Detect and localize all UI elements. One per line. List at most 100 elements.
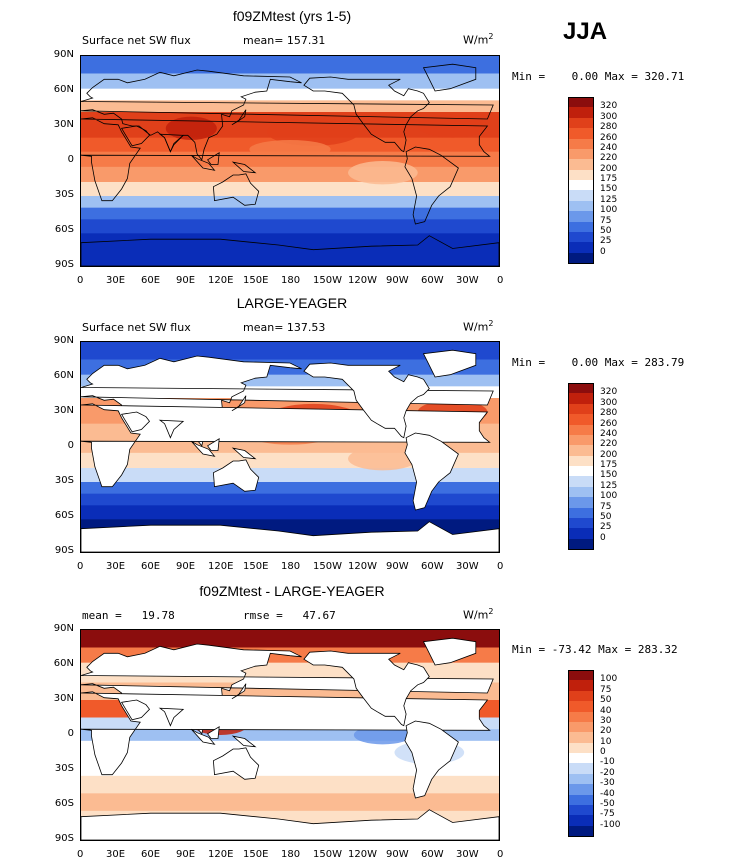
coastline — [231, 395, 247, 412]
colorbar-swatch — [568, 701, 594, 712]
colorbar-label: -75 — [600, 809, 615, 820]
colorbar-swatch — [568, 753, 594, 764]
lat-tick-label: 30N — [53, 405, 74, 416]
lat-tick-label: 90S — [54, 833, 74, 844]
lat-tick-label: 60S — [54, 224, 74, 235]
lon-tick-label: 180 — [281, 849, 301, 860]
panel3-lon-axis: 0 30E 60E 90E 120E 150E 180 150W 120W 90W 60W 30W 0 — [77, 849, 503, 863]
panel3-mean-label: mean = 19.78 — [82, 609, 175, 622]
coastline — [158, 707, 185, 727]
colorbar-label: 40 — [600, 705, 612, 716]
lon-tick-label: 120E — [208, 561, 234, 572]
colorbar-label: 50 — [600, 695, 612, 706]
lat-tick-label: 30S — [54, 763, 74, 774]
panel3-lat-axis: 90N 60N 30N 0 30S 60S 90S — [42, 623, 78, 844]
field-anomaly — [348, 447, 418, 471]
colorbar-swatch — [568, 455, 594, 467]
lon-tick-label: 0 — [497, 275, 504, 286]
colorbar-swatch — [568, 169, 594, 181]
colorbar-swatch — [568, 97, 594, 108]
field-band — [81, 100, 499, 113]
lat-tick-label: 90N — [53, 623, 74, 634]
coastline — [207, 726, 220, 739]
lon-tick-label: 30E — [106, 275, 126, 286]
colorbar-swatch — [568, 690, 594, 702]
lon-tick-label: 180 — [281, 561, 301, 572]
lon-tick-label: 90W — [386, 849, 409, 860]
coastline — [231, 161, 257, 174]
panel3-map — [80, 629, 500, 841]
field-band — [81, 630, 499, 648]
panel1-lon-axis: 0 30E 60E 90E 120E 150E 180 150W 120W 90W 60W 30W 0 — [77, 275, 504, 289]
colorbar-label: 20 — [600, 726, 612, 737]
colorbar-swatch — [568, 815, 594, 827]
coastline — [191, 154, 216, 171]
colorbar-swatch — [568, 794, 594, 806]
colorbar-swatch — [568, 680, 594, 692]
colorbar-swatch — [568, 242, 594, 254]
colorbar-label: -30 — [600, 778, 615, 789]
lat-tick-label: 0 — [67, 728, 74, 739]
colorbar-label: 300 — [600, 397, 618, 408]
coastline — [404, 720, 459, 799]
panel1-map-svg — [81, 56, 499, 266]
field-band — [81, 505, 499, 520]
colorbar-label: 150 — [600, 470, 618, 481]
colorbar-label: 75 — [600, 684, 612, 695]
lon-tick-label: 120W — [348, 561, 377, 572]
lon-tick-label: 60E — [141, 561, 161, 572]
panel3-colorbar: 100 75 50 40 30 20 10 0 -10 -20 -30 -40 -50 -75 -100 — [568, 670, 628, 837]
panel1-title: f09ZMtest (yrs 1-5) — [232, 8, 352, 24]
coastline — [303, 76, 430, 153]
field-band — [81, 740, 499, 757]
lat-tick-label: 30N — [53, 693, 74, 704]
colorbar-swatch — [568, 528, 594, 540]
lon-tick-label: 60W — [421, 849, 444, 860]
lon-tick-label: 60E — [141, 275, 161, 286]
panel2-colorbar: 320 300 280 260 240 220 200 175 150 125 100 75 50 25 0 — [568, 383, 628, 550]
lon-tick-label: 30W — [456, 275, 479, 286]
colorbar-label: 125 — [600, 480, 618, 491]
colorbar-label: -10 — [600, 757, 615, 768]
colorbar-label: 0 — [600, 532, 606, 543]
panel3-title: f09ZMtest - LARGE-YEAGER — [199, 583, 385, 599]
colorbar-label: 300 — [600, 111, 618, 122]
colorbar-label: 50 — [600, 511, 612, 522]
field-band — [81, 219, 499, 234]
colorbar-label: 200 — [600, 449, 618, 460]
coastline — [207, 152, 220, 165]
lat-tick-label: 90S — [54, 259, 74, 270]
colorbar-swatch — [568, 180, 594, 191]
colorbar-swatch — [568, 138, 594, 150]
lat-tick-label: 60S — [54, 798, 74, 809]
colorbar-label: 0 — [600, 246, 606, 257]
lat-tick-label: 60N — [53, 84, 74, 95]
lon-tick-label: 150W — [313, 275, 342, 286]
colorbar-swatch — [568, 211, 594, 222]
colorbar-swatch — [568, 231, 594, 243]
season-label: JJA — [563, 18, 608, 45]
coastline — [422, 637, 477, 666]
colorbar-label: 75 — [600, 215, 612, 226]
colorbar-swatch — [568, 804, 594, 816]
panel2-map-svg — [81, 342, 499, 552]
coastline — [404, 432, 459, 511]
colorbar-swatch — [568, 445, 594, 457]
coastline — [212, 747, 260, 780]
colorbar-label: 75 — [600, 501, 612, 512]
coastline — [231, 109, 247, 126]
field-anomaly — [249, 140, 331, 159]
field-band — [81, 756, 499, 777]
coastline — [120, 125, 151, 147]
colorbar-swatch — [568, 517, 594, 529]
field-band — [81, 793, 499, 812]
colorbar-label: -100 — [600, 819, 621, 830]
colorbar-swatch — [568, 252, 594, 264]
panel3-map-svg — [81, 630, 499, 840]
lon-tick-label: 90W — [386, 275, 409, 286]
panel3-minmax: Min = -73.42 Max = 283.32 — [512, 643, 678, 656]
lon-tick-label: 0 — [77, 849, 84, 860]
lat-tick-label: 30S — [54, 189, 74, 200]
lon-tick-label: 90E — [176, 849, 196, 860]
field-band — [81, 468, 499, 483]
